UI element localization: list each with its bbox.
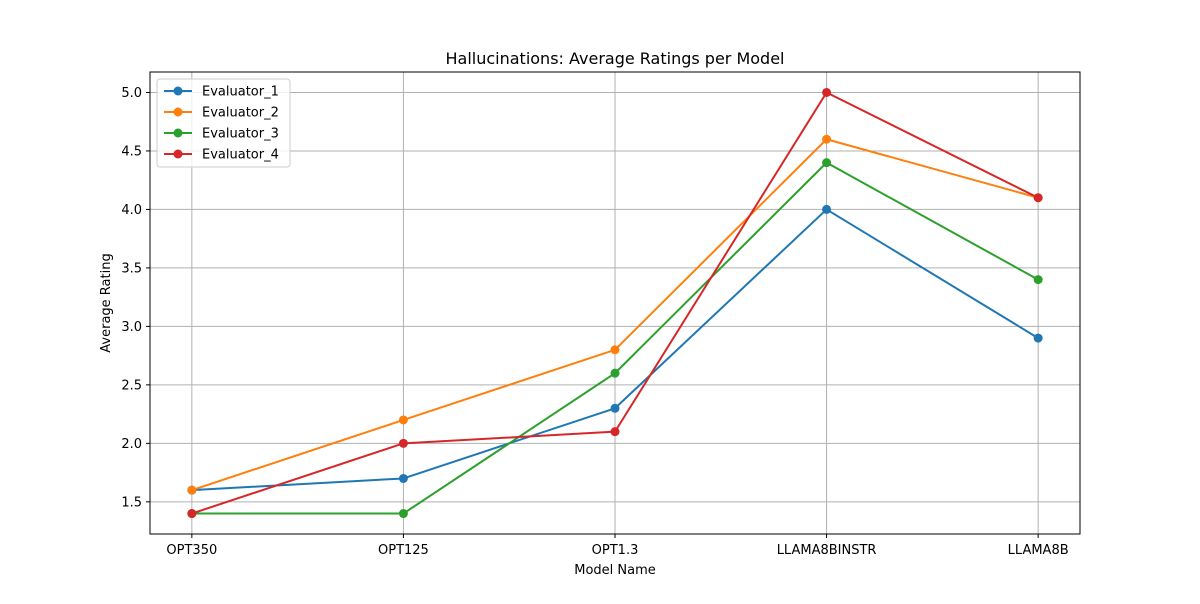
x-tick-label: OPT125 bbox=[378, 543, 429, 558]
data-point bbox=[610, 427, 620, 437]
x-axis-label: Model Name bbox=[574, 563, 656, 578]
legend-box bbox=[156, 78, 291, 168]
legend-label: Evaluator_2 bbox=[202, 106, 279, 121]
y-tick-label: 1.5 bbox=[121, 495, 142, 510]
legend-label: Evaluator_3 bbox=[202, 127, 279, 142]
legend-items: Evaluator_1 Evaluator_2 Evaluator_3 Evaluat… bbox=[164, 85, 279, 163]
data-point bbox=[822, 158, 832, 168]
y-tick-label: 3.5 bbox=[121, 261, 142, 276]
legend-label: Evaluator_4 bbox=[202, 148, 279, 163]
y-tick-label: 4.5 bbox=[121, 144, 142, 159]
series-lines bbox=[187, 87, 1043, 519]
legend-label: Evaluator_1 bbox=[202, 85, 279, 100]
data-point bbox=[822, 134, 832, 144]
data-point bbox=[1033, 275, 1043, 285]
y-tick-label: 2.5 bbox=[121, 378, 142, 393]
legend-marker bbox=[173, 86, 183, 96]
data-point bbox=[822, 204, 832, 214]
y-tick-label: 5.0 bbox=[121, 86, 142, 101]
data-point bbox=[610, 403, 620, 413]
axis-ticks: OPT350 OPT125 OPT1.3 LLAMA8BINSTR LLAMA8B 1.5… bbox=[121, 86, 1068, 558]
legend-marker bbox=[173, 149, 183, 159]
x-tick-label: LLAMA8BINSTR bbox=[777, 543, 877, 558]
data-point bbox=[398, 473, 408, 483]
data-point bbox=[822, 87, 832, 97]
y-tick-label: 2.0 bbox=[121, 437, 142, 452]
legend-marker bbox=[173, 107, 183, 117]
y-tick-label: 4.0 bbox=[121, 203, 142, 218]
data-point bbox=[398, 509, 408, 519]
x-tick-label: LLAMA8B bbox=[1008, 543, 1069, 558]
data-point bbox=[1033, 193, 1043, 203]
data-point bbox=[398, 438, 408, 448]
y-tick-label: 3.0 bbox=[121, 320, 142, 335]
x-tick-label: OPT1.3 bbox=[592, 543, 639, 558]
chart-title: Hallucinations: Average Ratings per Mode… bbox=[445, 49, 784, 68]
data-point bbox=[610, 368, 620, 378]
data-point bbox=[398, 415, 408, 425]
x-tick-label: OPT350 bbox=[166, 543, 217, 558]
y-axis-label: Average Rating bbox=[99, 253, 114, 352]
legend-marker bbox=[173, 128, 183, 138]
data-point bbox=[1033, 333, 1043, 343]
legend: Evaluator_1 Evaluator_2 Evaluator_3 Evaluat… bbox=[156, 78, 291, 168]
data-point bbox=[187, 485, 197, 495]
data-point bbox=[610, 345, 620, 355]
grid-lines bbox=[150, 72, 1080, 534]
data-point bbox=[187, 509, 197, 519]
